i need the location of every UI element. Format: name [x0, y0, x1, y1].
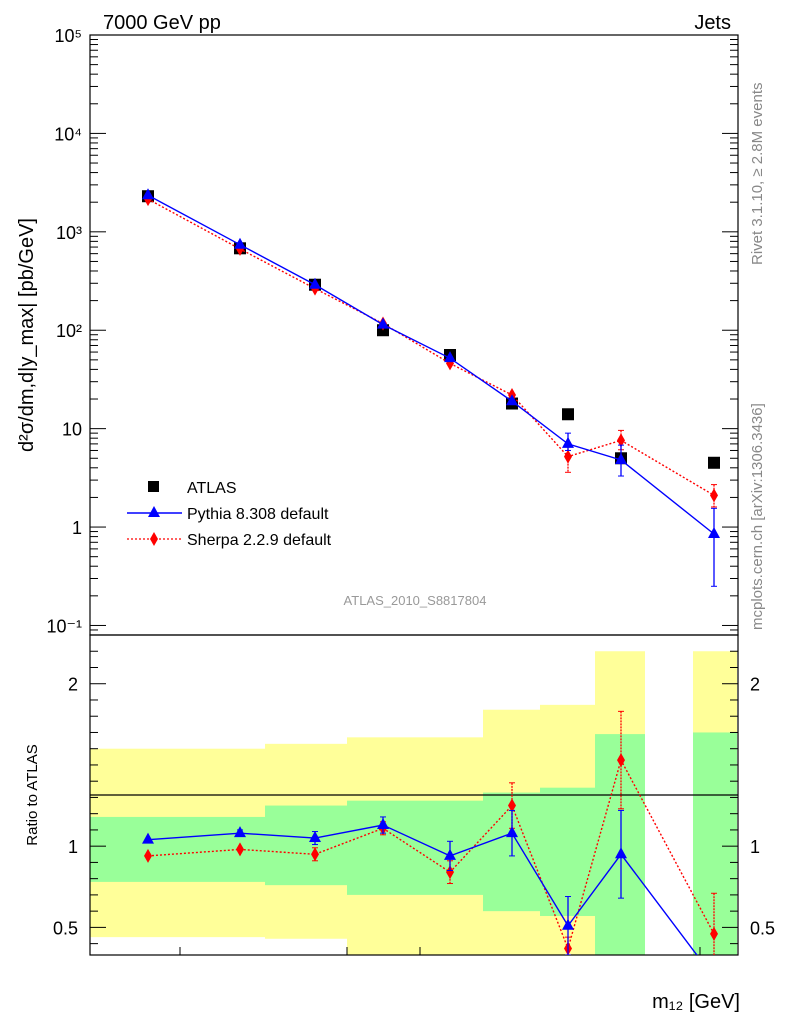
- sherpa-ratio-point: [311, 847, 319, 862]
- ratio-tick-label: 0.5: [53, 918, 78, 938]
- axes: 10⁻¹ 1 10 10² 10³ 10⁴ 10⁵ 0.5 0.5 1 1 2 2: [46, 26, 775, 955]
- pythia-point: [377, 317, 389, 329]
- pythia-point: [234, 237, 246, 249]
- sherpa-ratio-point: [446, 865, 454, 880]
- sherpa-ratio-point: [144, 848, 152, 863]
- y-tick-label: 10²: [56, 321, 82, 341]
- y-tick-label: 10: [62, 420, 82, 440]
- ratio-tick-label-right: 1: [750, 837, 760, 857]
- pythia-point: [444, 351, 456, 363]
- pythia-ratio-point: [615, 847, 627, 859]
- legend-sherpa-label: Sherpa 2.2.9 default: [187, 532, 332, 549]
- pythia-point: [309, 277, 321, 289]
- pythia-ratio-point: [506, 826, 518, 838]
- ratio-marks: [142, 710, 718, 955]
- rivet-label: Rivet 3.1.10, ≥ 2.8M events: [749, 83, 766, 266]
- y-tick-label: 10⁵: [55, 26, 82, 46]
- sherpa-ratio-point: [710, 926, 718, 941]
- y-tick-label: 10⁴: [54, 124, 82, 144]
- atlas-point: [708, 456, 720, 469]
- ratio-tick-label: 2: [68, 675, 78, 695]
- pythia-ratio-point: [309, 831, 321, 843]
- pythia-point: [506, 394, 518, 406]
- header-right: Jets: [694, 12, 731, 34]
- atlas-point: [562, 408, 574, 421]
- y-tick-label: 1: [72, 518, 82, 538]
- pythia-point: [708, 526, 720, 538]
- inner-band: [693, 732, 737, 955]
- sherpa-line: [147, 198, 715, 496]
- sherpa-ratio-point: [508, 798, 516, 813]
- ratio-tick-label-right: 2: [750, 675, 760, 695]
- mcplots-label: mcplots.cern.ch [arXiv:1306.3436]: [749, 403, 766, 630]
- legend-pythia-label: Pythia 8.308 default: [187, 506, 329, 523]
- sherpa-point: [617, 433, 625, 448]
- pythia-ratio-point: [562, 918, 574, 930]
- pythia-ratio-point: [142, 832, 154, 844]
- x-axis-label: m₁₂ [GeV]: [652, 991, 740, 1013]
- inner-band: [265, 805, 347, 886]
- sherpa-point: [564, 449, 572, 464]
- watermark: ATLAS_2010_S8817804: [344, 593, 487, 608]
- legend-pythia-marker: [148, 506, 160, 517]
- legend-atlas-label: ATLAS: [187, 480, 237, 497]
- legend-atlas-marker: [148, 481, 159, 492]
- legend: ATLAS Pythia 8.308 default Sherpa 2.2.9 …: [127, 480, 332, 549]
- sherpa-point: [710, 488, 718, 503]
- header-left: 7000 GeV pp: [103, 12, 221, 34]
- ratio-tick-label: 1: [68, 837, 78, 857]
- inner-band: [347, 800, 483, 895]
- pythia-point: [142, 188, 154, 200]
- ratio-tick-label-right: 0.5: [750, 918, 775, 938]
- pythia-ratio-point: [444, 848, 456, 860]
- main-marks: [142, 188, 720, 587]
- pythia-point: [615, 453, 627, 465]
- y-tick-label: 10⁻¹: [46, 616, 82, 636]
- sherpa-ratio-point: [617, 753, 625, 768]
- ratio-bands: [90, 651, 737, 955]
- pythia-ratio-point: [377, 818, 389, 830]
- sherpa-ratio-point: [236, 842, 244, 857]
- legend-sherpa-marker: [150, 532, 158, 546]
- pythia-ratio-point: [234, 826, 246, 838]
- y-tick-label: 10³: [56, 223, 82, 243]
- pythia-point: [562, 436, 574, 448]
- main-y-label: d²σ/dm,d|y_max| [pb/GeV]: [16, 218, 38, 452]
- ratio-y-label: Ratio to ATLAS: [24, 744, 41, 845]
- inner-band: [595, 734, 645, 955]
